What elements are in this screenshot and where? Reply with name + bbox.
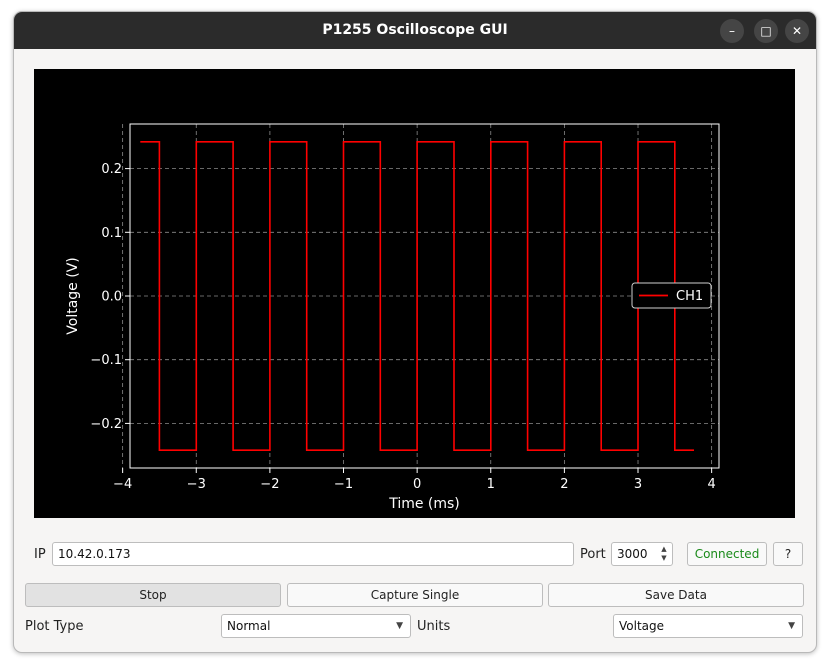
plot-type-value: Normal: [227, 619, 271, 633]
x-tick-label: 0: [413, 477, 421, 492]
units-select[interactable]: Voltage ▼: [613, 614, 803, 638]
y-axis-label: Voltage (V): [65, 257, 81, 334]
connect-button[interactable]: Connected: [687, 542, 767, 566]
maximize-button[interactable]: □: [754, 19, 778, 43]
help-button[interactable]: ?: [773, 542, 803, 566]
x-tick-label: 3: [634, 477, 642, 492]
x-axis-label: Time (ms): [388, 496, 460, 512]
x-tick-label: 2: [560, 477, 568, 492]
y-tick-label: −0.2: [90, 417, 122, 432]
x-tick-label: 1: [487, 477, 495, 492]
series-line-ch1: [140, 141, 694, 452]
title-bar[interactable]: P1255 Oscilloscope GUI – □ ✕: [14, 12, 816, 49]
port-label: Port: [580, 547, 606, 562]
chevron-down-icon: ▼: [396, 621, 403, 631]
x-tick-label: −4: [113, 477, 132, 492]
voltage-chart: −4 −3 −2 −1 0 1 2 3 4 0.2 0.1 0.0 −0.1 −0.2 Time (ms) V…: [65, 123, 720, 512]
y-tick-label: 0.2: [101, 162, 122, 177]
legend-label: CH1: [676, 289, 703, 304]
legend-box: [631, 282, 712, 309]
chevron-down-icon: ▼: [788, 621, 795, 631]
units-label: Units: [417, 619, 451, 634]
window-title: P1255 Oscilloscope GUI: [322, 22, 508, 38]
y-tick-label: −0.1: [90, 353, 122, 368]
x-tick-label: 4: [707, 477, 715, 492]
plot-canvas[interactable]: −4 −3 −2 −1 0 1 2 3 4 0.2 0.1 0.0 −0.1 −0.2 Time (ms) V…: [34, 69, 795, 518]
x-tick-label: −3: [187, 477, 206, 492]
capture-single-button[interactable]: Capture Single: [287, 583, 543, 607]
ip-label: IP: [34, 547, 46, 562]
ip-input[interactable]: 10.42.0.173: [52, 542, 574, 566]
plot-type-label: Plot Type: [25, 619, 84, 634]
stop-button[interactable]: Stop: [25, 583, 281, 607]
x-tick-label: −2: [260, 477, 279, 492]
save-data-button[interactable]: Save Data: [548, 583, 804, 607]
minimize-button[interactable]: –: [720, 19, 744, 43]
spin-arrows-icon[interactable]: ▲ ▼: [661, 545, 667, 562]
port-spinbox[interactable]: 3000 ▲ ▼: [611, 542, 673, 566]
port-value: 3000: [617, 547, 648, 561]
y-tick-label: 0.0: [101, 290, 122, 305]
units-value: Voltage: [619, 619, 665, 633]
plot-type-select[interactable]: Normal ▼: [221, 614, 411, 638]
x-tick-label: −1: [334, 477, 353, 492]
y-tick-label: 0.1: [101, 226, 122, 241]
app-window: P1255 Oscilloscope GUI – □ ✕ −4 −3 −2 −1 0 1 2…: [13, 11, 817, 653]
close-button[interactable]: ✕: [785, 19, 809, 43]
